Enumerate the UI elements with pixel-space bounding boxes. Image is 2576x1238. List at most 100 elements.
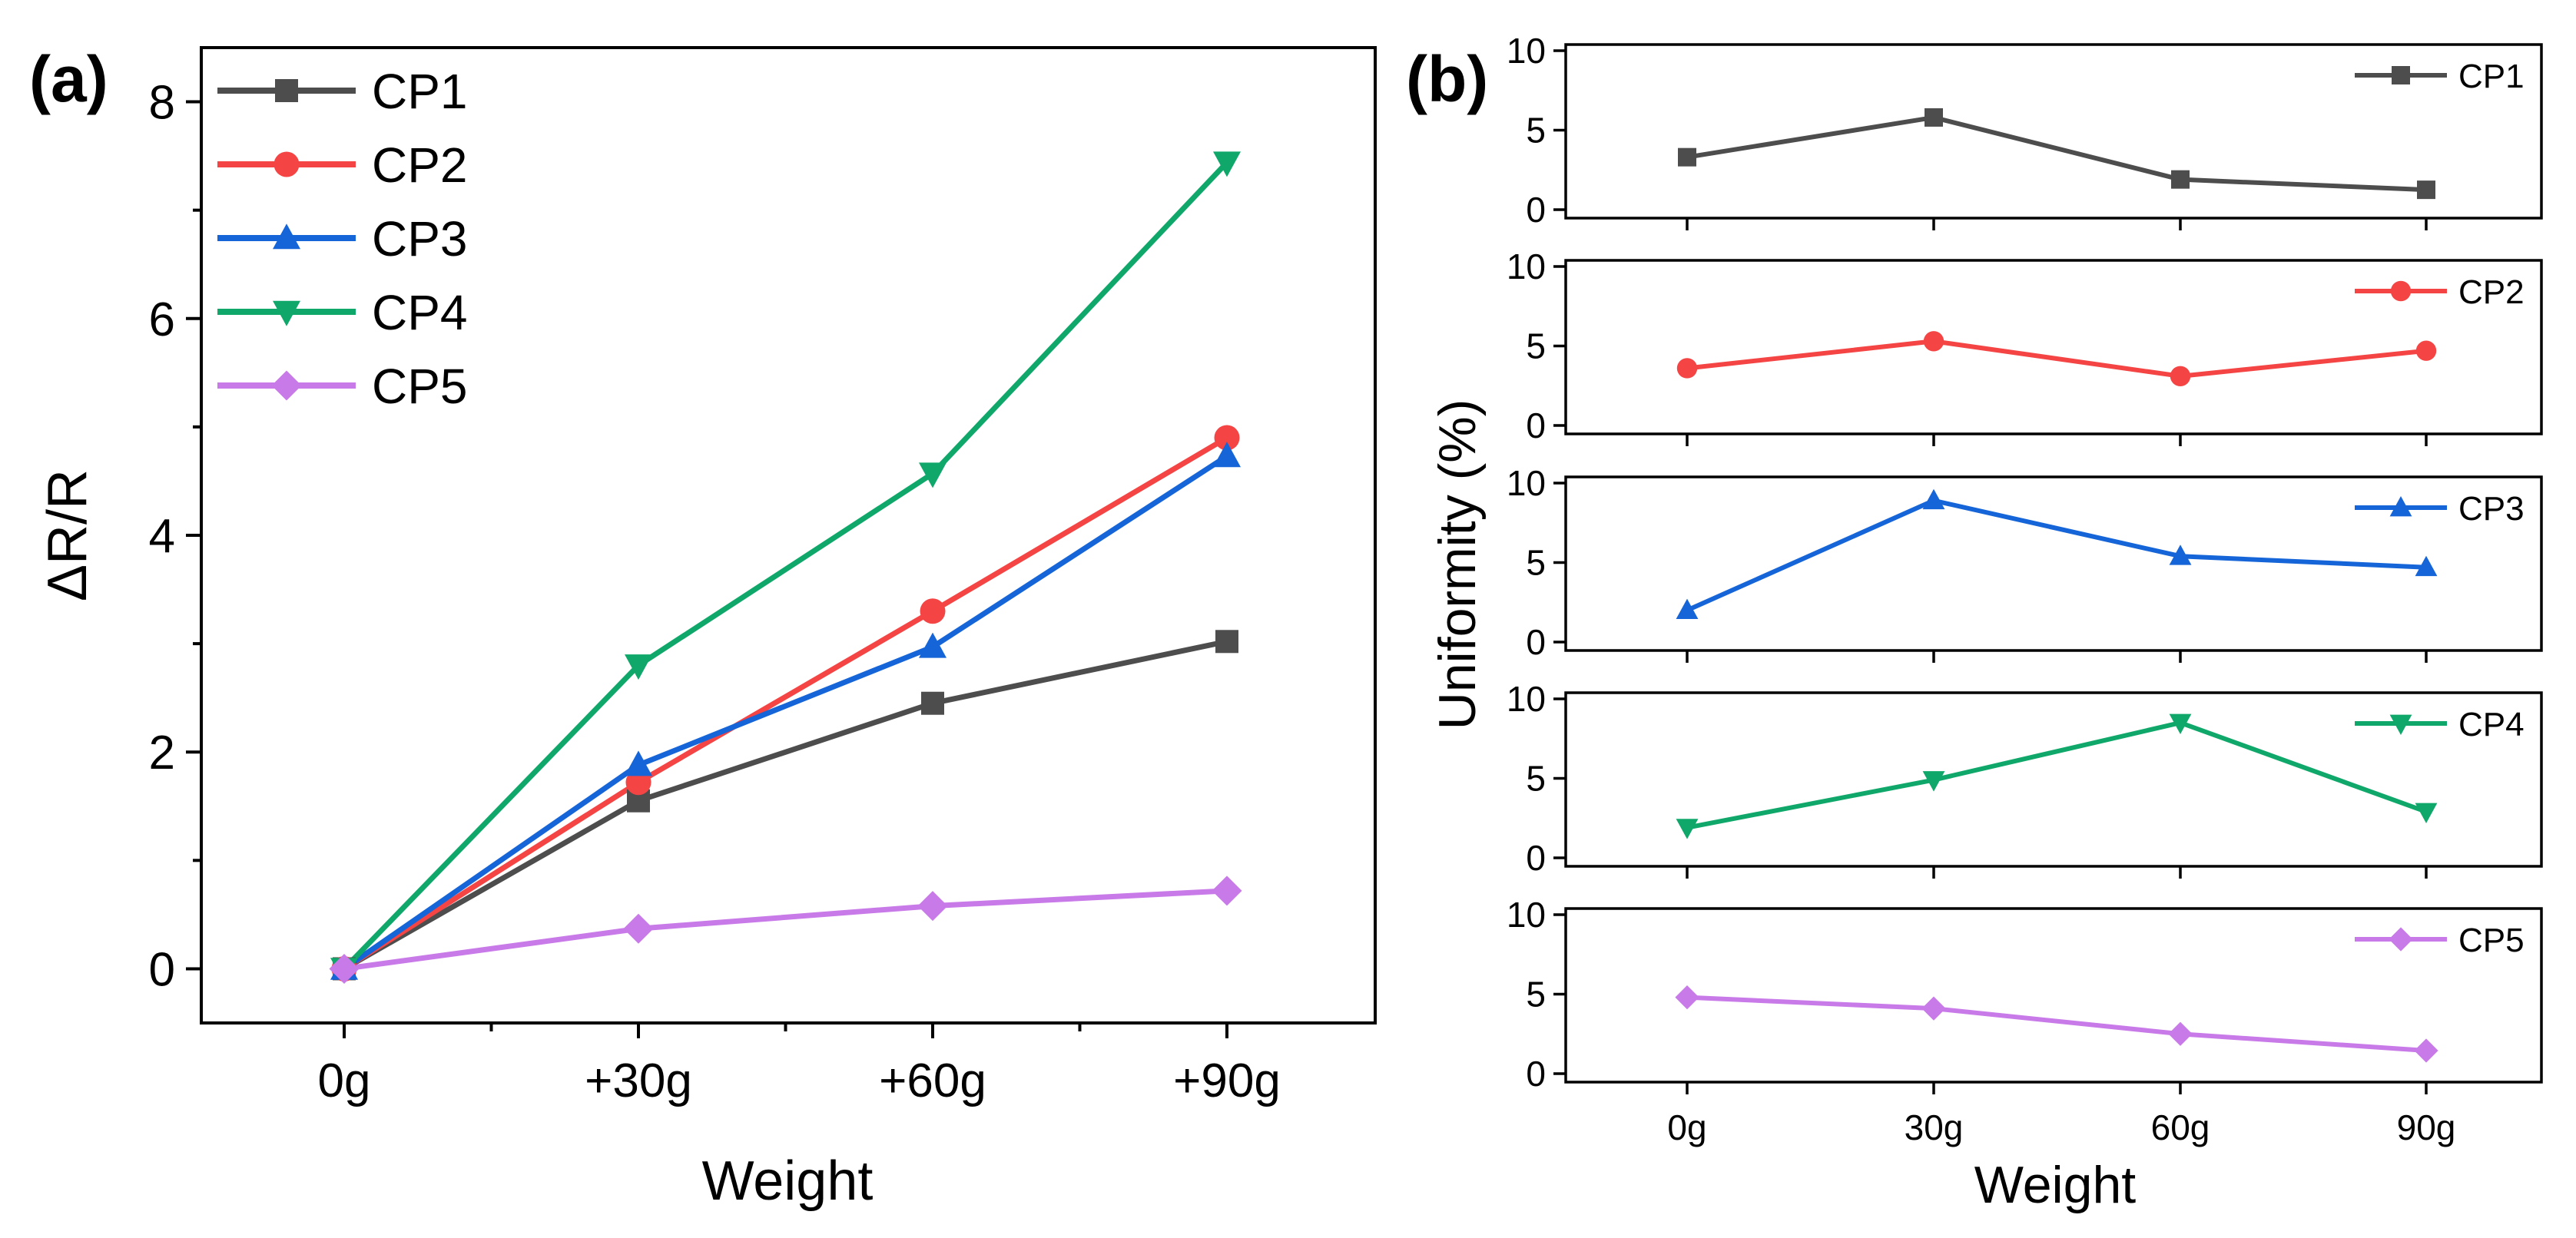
- b-point-CP3: [2415, 555, 2438, 577]
- b-subplot-frame: [1564, 43, 2543, 220]
- a-y-tick-label: 8: [149, 77, 175, 130]
- a-point-CP3: [625, 750, 652, 776]
- b-legend-label-CP2: CP2: [2458, 273, 2525, 311]
- b-y-tick-label: 10: [1507, 679, 1546, 719]
- a-point-CP5: [917, 891, 948, 922]
- b-point-CP1: [1925, 108, 1943, 127]
- b-series-line-CP5: [1686, 995, 2427, 1053]
- b-x-axis-title: Weight: [1974, 1156, 2137, 1214]
- a-legend-marker-CP4: [273, 300, 300, 326]
- b-subplot-frame: [1564, 691, 2543, 868]
- b-point-CP4: [2169, 713, 2192, 735]
- b-point-CP4: [1676, 819, 1699, 839]
- b-y-tick-label: 10: [1507, 31, 1546, 71]
- a-series-line-CP5: [343, 888, 1228, 972]
- b-legend-marker-CP3: [2389, 496, 2412, 517]
- panel-b: (b) 0 5 10 CP1 0 5 10 CP2 0 5 10 CP3 0 5 10 CP4 0 5 10 CP5 0g…: [1406, 31, 2543, 1214]
- b-y-tick-label: 0: [1526, 1054, 1546, 1094]
- a-point-CP4: [919, 462, 947, 488]
- b-subplot-frame: [1564, 259, 2543, 435]
- a-point-CP5: [329, 953, 360, 984]
- b-legend-marker-CP1: [2392, 66, 2410, 84]
- a-point-CP2: [1214, 425, 1240, 451]
- b-subplot-CP5: 0 5 10 CP5: [1507, 895, 2543, 1094]
- a-point-CP1: [1215, 630, 1238, 654]
- b-y-tick-label: 0: [1526, 838, 1546, 878]
- b-subplot-CP2: 0 5 10 CP2: [1507, 247, 2543, 446]
- b-point-CP5: [2168, 1021, 2193, 1046]
- a-legend-label-CP5: CP5: [372, 359, 468, 414]
- panel-a-label: (a): [29, 43, 108, 115]
- b-x-tick-label: 0g: [1667, 1107, 1706, 1147]
- a-legend-label-CP4: CP4: [372, 285, 468, 340]
- b-subplot-CP1: 0 5 10 CP1: [1507, 31, 2543, 230]
- b-point-CP3: [1676, 598, 1699, 619]
- a-legend-marker-CP5: [271, 370, 302, 401]
- b-legend-label-CP1: CP1: [2458, 58, 2525, 95]
- a-legend-label-CP3: CP3: [372, 211, 468, 266]
- b-point-CP1: [1678, 147, 1696, 167]
- b-y-tick-label: 5: [1526, 543, 1546, 583]
- b-series-line-CP3: [1686, 498, 2427, 613]
- a-point-CP2: [625, 770, 651, 796]
- panel-b-label: (b): [1406, 43, 1488, 115]
- b-legend-marker-CP4: [2389, 714, 2412, 735]
- panel-a: (a) 0 2 4 6 8 0g +30g +60g +90g Weight ΔR/R CP1 CP2 CP…: [29, 43, 1377, 1212]
- b-point-CP2: [1923, 331, 1944, 352]
- b-y-tick-label: 5: [1526, 759, 1546, 799]
- b-legend-marker-CP2: [2390, 280, 2412, 302]
- b-point-CP1: [2417, 180, 2435, 200]
- b-legend-label-CP5: CP5: [2458, 922, 2525, 959]
- a-y-axis-title: ΔR/R: [37, 469, 98, 601]
- b-subplot-CP4: 0 5 10 CP4: [1507, 679, 2543, 879]
- a-legend-label-CP2: CP2: [372, 137, 468, 193]
- b-series-line-CP4: [1686, 720, 2428, 830]
- b-point-CP4: [1922, 771, 1945, 792]
- b-subplot-CP3: 0 5 10 CP3: [1507, 463, 2543, 663]
- a-point-CP4: [625, 654, 652, 680]
- a-x-axis-title: Weight: [702, 1150, 874, 1212]
- a-series-line-CP4: [342, 161, 1229, 971]
- b-point-CP5: [1675, 985, 1699, 1010]
- a-y-tick-label: 4: [149, 510, 175, 563]
- a-point-CP1: [921, 691, 944, 715]
- a-legend-marker-CP3: [273, 223, 300, 250]
- b-point-CP4: [2415, 803, 2438, 823]
- a-legend-marker-CP1: [275, 79, 298, 102]
- b-series-line-CP2: [1686, 339, 2427, 379]
- a-point-CP5: [623, 913, 654, 944]
- b-series-line-CP1: [1686, 114, 2427, 193]
- b-point-CP3: [1922, 488, 1945, 510]
- b-y-axis-title: Uniformity (%): [1428, 399, 1487, 730]
- b-legend-label-CP4: CP4: [2458, 706, 2525, 743]
- a-series-line-CP1: [343, 638, 1228, 972]
- a-x-tick-label: +60g: [879, 1054, 986, 1107]
- a-point-CP3: [919, 632, 947, 658]
- a-x-tick-label: +30g: [585, 1054, 692, 1107]
- a-plot-frame: [200, 46, 1377, 1024]
- b-y-tick-label: 5: [1526, 975, 1546, 1015]
- b-point-CP2: [2170, 366, 2191, 387]
- b-x-tick-label: 60g: [2151, 1107, 2210, 1147]
- b-subplot-frame: [1564, 907, 2543, 1084]
- b-y-tick-label: 0: [1526, 622, 1546, 662]
- b-legend-marker-CP5: [2389, 927, 2413, 952]
- b-point-CP2: [2415, 340, 2437, 361]
- a-legend-label-CP1: CP1: [372, 64, 468, 119]
- b-point-CP1: [2171, 170, 2190, 189]
- b-y-tick-label: 10: [1507, 247, 1546, 286]
- b-subplot-frame: [1564, 475, 2543, 652]
- a-x-tick-label: 0g: [318, 1054, 371, 1107]
- b-y-tick-label: 0: [1526, 190, 1546, 230]
- a-point-CP2: [920, 598, 946, 624]
- a-point-CP5: [1212, 876, 1242, 906]
- a-series-line-CP2: [343, 435, 1228, 972]
- b-point-CP3: [2169, 545, 2192, 565]
- a-legend-marker-CP2: [274, 151, 300, 177]
- b-point-CP2: [1676, 358, 1698, 379]
- a-point-CP3: [1213, 442, 1241, 468]
- a-x-tick-label: +90g: [1173, 1054, 1281, 1107]
- a-y-tick-label: 6: [149, 293, 175, 346]
- b-x-tick-label: 30g: [1905, 1107, 1964, 1147]
